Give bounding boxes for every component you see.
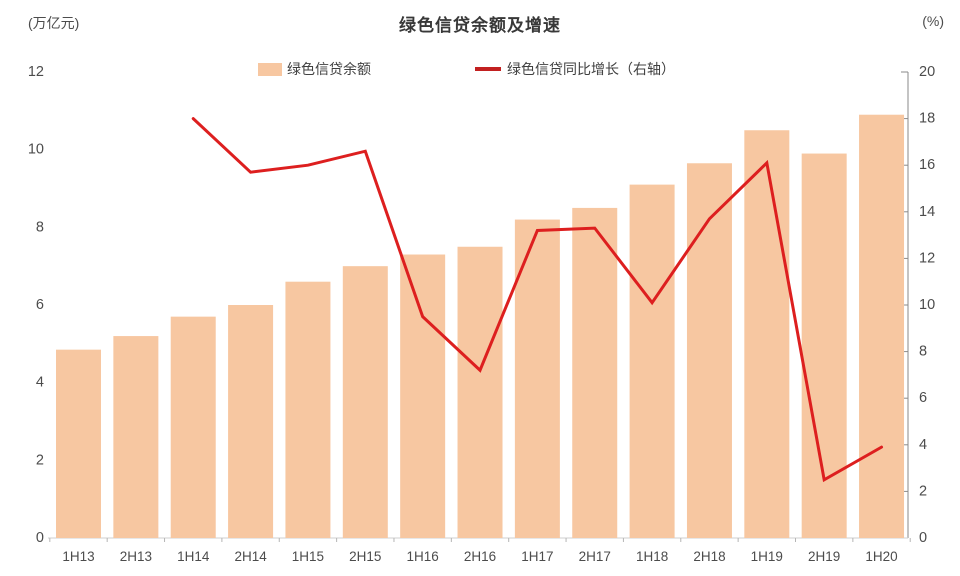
- left-axis-tick-label: 6: [36, 297, 44, 313]
- left-axis-unit: (万亿元): [28, 15, 80, 31]
- bar-1H18: [629, 184, 675, 538]
- x-axis-category-label: 1H19: [751, 549, 783, 564]
- x-axis-category-label: 2H13: [120, 549, 152, 564]
- right-axis-tick-label: 12: [919, 250, 935, 266]
- bar-series-swatch-icon: [258, 62, 282, 76]
- legend-label-bar-series: 绿色信贷余额: [287, 61, 371, 77]
- x-axis-category-label: 1H15: [292, 549, 324, 564]
- bar-2H18: [686, 163, 732, 538]
- chart-title: 绿色信贷余额及增速: [399, 16, 561, 35]
- x-axis-category-label: 2H19: [808, 549, 840, 564]
- legend-label-line-series: 绿色信贷同比增长（右轴）: [507, 61, 675, 77]
- x-axis-category-label: 1H16: [407, 549, 439, 564]
- bar-2H17: [572, 207, 618, 538]
- x-axis-category-label: 1H13: [62, 549, 94, 564]
- bar-1H13: [56, 349, 101, 538]
- growth-line: [191, 117, 884, 483]
- bar-1H20: [859, 114, 905, 538]
- bar-1H15: [285, 281, 331, 538]
- left-axis-tick-label: 2: [36, 452, 44, 468]
- x-axis-category-label: 2H18: [693, 549, 725, 564]
- right-axis-tick-label: 0: [919, 530, 927, 546]
- left-axis-tick-label: 8: [36, 219, 44, 235]
- x-axis-category-label: 1H14: [177, 549, 210, 564]
- left-axis-tick-label: 10: [28, 142, 44, 158]
- bar-1H19: [744, 130, 790, 538]
- right-axis-tick-label: 6: [919, 390, 927, 406]
- bar-2H15: [342, 266, 388, 538]
- right-axis-tick-label: 4: [919, 437, 927, 453]
- right-axis-tick-label: 18: [919, 111, 935, 127]
- x-axis-category-label: 1H18: [636, 549, 668, 564]
- bar-2H14: [228, 305, 274, 538]
- bar-2H16: [457, 246, 503, 538]
- bar-1H16: [400, 254, 446, 538]
- bar-1H14: [170, 316, 216, 538]
- bar-2H13: [113, 336, 159, 538]
- right-axis-tick-label: 10: [919, 297, 935, 313]
- legend: 绿色信贷余额 绿色信贷同比增长（右轴）: [258, 59, 675, 79]
- left-axis-tick-label: 4: [36, 375, 44, 391]
- right-axis-tick-label: 2: [919, 483, 927, 499]
- x-axis-category-label: 2H16: [464, 549, 496, 564]
- bar-1H17: [514, 219, 560, 539]
- left-axis-tick-label: 12: [28, 64, 44, 80]
- x-axis-category-label: 1H17: [521, 549, 553, 564]
- x-axis-category-label: 2H14: [234, 549, 267, 564]
- x-axis-category-label: 2H17: [579, 549, 611, 564]
- right-axis-unit: (%): [922, 13, 944, 29]
- legend-item-bar-series: 绿色信贷余额: [258, 59, 371, 79]
- x-axis-category-label: 2H15: [349, 549, 381, 564]
- right-axis-tick-label: 20: [919, 64, 935, 80]
- right-axis-tick-label: 16: [919, 157, 935, 173]
- left-axis-tick-label: 0: [36, 530, 44, 546]
- right-axis-tick-label: 14: [919, 204, 935, 220]
- legend-item-line-series: 绿色信贷同比增长（右轴）: [475, 59, 675, 79]
- line-series-marker-icon: [475, 67, 501, 71]
- right-axis-tick-label: 8: [919, 344, 927, 360]
- x-axis-category-label: 1H20: [865, 549, 897, 564]
